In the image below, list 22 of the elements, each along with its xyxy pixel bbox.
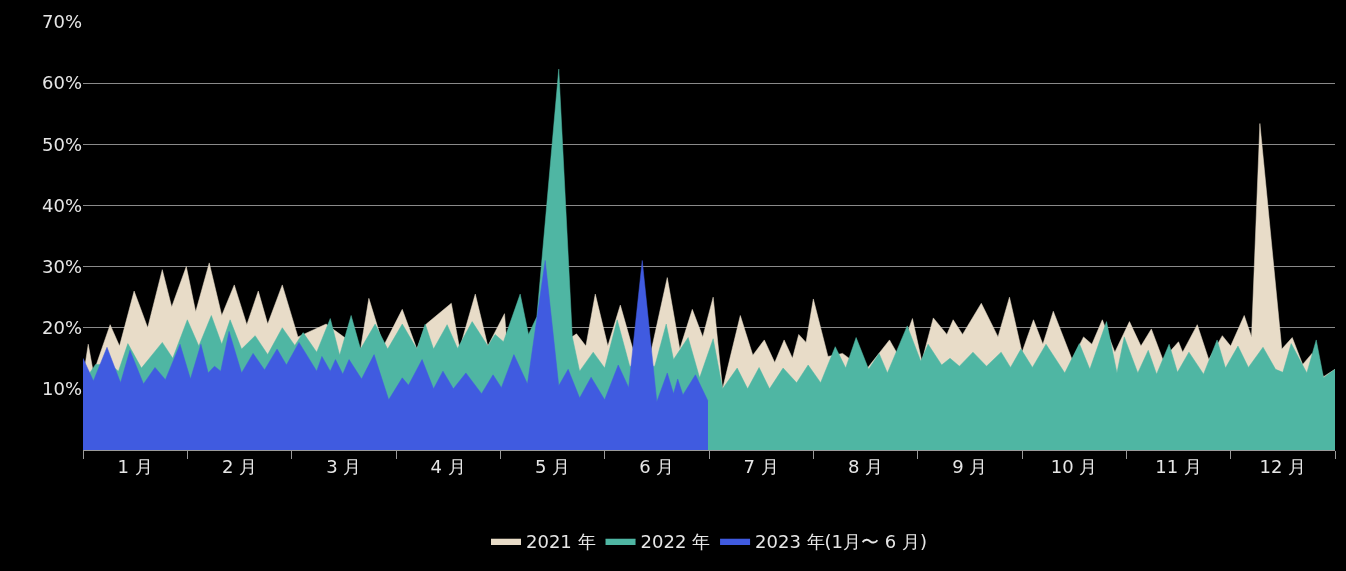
y-tick-label: 40% [41,194,82,216]
x-tick-label: 5 月 [534,455,571,477]
legend-label: 2021 年 [526,530,596,552]
x-tick-label: 8 月 [847,455,884,477]
x-tick-label: 6 月 [639,455,675,477]
y-tick-label: 70% [41,11,82,33]
x-tick-label: 12 月 [1259,455,1307,477]
x-tick-label: 1 月 [117,455,153,477]
y-tick-label: 50% [41,133,82,155]
x-tick-label: 4 月 [430,455,466,477]
x-tick-label: 9 月 [952,455,988,477]
x-tick-label: 2 月 [221,455,258,477]
x-tick-label: 11 月 [1155,455,1202,477]
y-tick-label: 20% [41,317,82,339]
x-tick-label: 7 月 [743,455,779,477]
y-tick-label: 10% [41,378,82,400]
x-tick-label: 3 月 [326,455,362,477]
y-tick-label: 60% [41,72,82,94]
legend-label: 2023 年(1月〜 6 月) [755,530,927,552]
legend-label: 2022 年 [640,530,711,552]
x-tick-label: 10 月 [1050,455,1098,477]
y-tick-label: 30% [41,255,82,277]
